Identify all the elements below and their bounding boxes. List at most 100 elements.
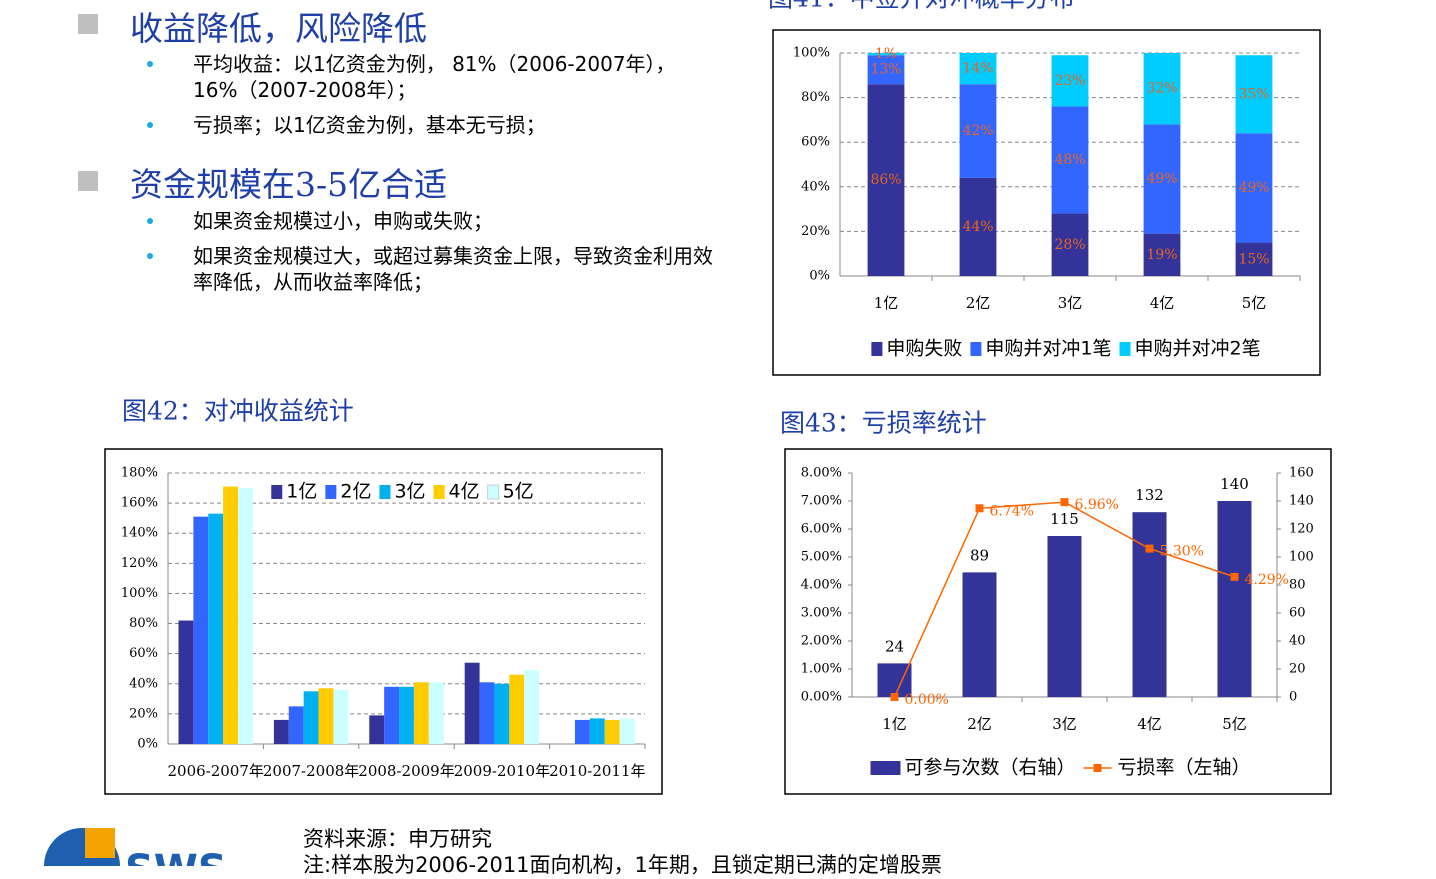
x-tick-label: 5亿: [1242, 294, 1267, 312]
bar: [604, 719, 620, 744]
bar-segment: [1143, 124, 1181, 234]
y2-tick-label: 80: [1289, 578, 1306, 593]
y-tick-label: 6.00%: [801, 522, 842, 537]
y-tick-label: 100%: [121, 586, 158, 601]
data-label: 86%: [870, 172, 901, 188]
y-tick-label: 40%: [129, 676, 158, 691]
x-tick-label: 2007-2008年: [263, 762, 359, 780]
y-tick-label: 80%: [129, 616, 158, 631]
y-tick-label: 5.00%: [801, 550, 842, 565]
bar: [193, 516, 209, 744]
legend-swatch: [870, 761, 901, 775]
y-tick-label: 80%: [801, 90, 830, 105]
bar: [524, 670, 540, 744]
legend: 可参与次数（右轴） 亏损率（左轴）: [870, 757, 1251, 779]
heading: 收益降低，风险降低: [130, 9, 427, 48]
bar-segment: [959, 177, 997, 276]
data-label: 0.00%: [905, 692, 949, 708]
bar: [479, 682, 495, 744]
x-tick-label: 4亿: [1137, 715, 1162, 733]
bar-segment: [1051, 55, 1089, 107]
y-tick-label: 3.00%: [801, 606, 842, 621]
bar: [589, 718, 605, 744]
bar-segment: [959, 84, 997, 178]
bullet-dot: [147, 122, 153, 128]
bullet-dot: [147, 61, 153, 67]
x-tick-label: 1亿: [882, 715, 907, 733]
heading-marker: [78, 14, 98, 34]
x-tick-label: 2009-2010年: [454, 762, 550, 780]
chart-title: 图42：对冲收益统计: [122, 397, 354, 426]
x-tick-label: 2008-2009年: [358, 762, 454, 780]
data-label: 13%: [870, 62, 901, 78]
x-tick-label: 2010-2011年: [549, 762, 645, 780]
data-label: 44%: [962, 219, 993, 235]
bar-segment: [1235, 55, 1273, 134]
data-label: 14%: [962, 61, 993, 77]
legend-swatch: [1093, 764, 1102, 772]
y2-tick-label: 120: [1289, 522, 1314, 537]
bullet-text: 亏损率；以1亿资金为例，基本无亏损；: [193, 113, 546, 137]
bar: [494, 683, 510, 744]
logo-text: SWS: [125, 847, 227, 866]
source: 资料来源：申万研究: [303, 827, 492, 851]
legend-swatch: [271, 485, 283, 499]
bar-segment: [959, 53, 997, 85]
y-tick-label: 8.00%: [801, 466, 842, 481]
data-label: 4.29%: [1245, 572, 1289, 588]
y-tick-label: 60%: [129, 646, 158, 661]
y-tick-label: 0%: [809, 269, 830, 284]
heading-marker: [78, 171, 98, 191]
legend-swatch: [433, 485, 445, 499]
bar: [574, 719, 590, 744]
y2-tick-label: 60: [1289, 606, 1306, 621]
legend: 申购失败 申购并对冲1笔 申购并对冲2笔: [871, 338, 1261, 360]
bar: [318, 688, 334, 744]
data-label: 28%: [1054, 237, 1085, 253]
y2-tick-label: 140: [1289, 494, 1314, 509]
y-tick-label: 0%: [137, 737, 158, 752]
bar-segment: [1235, 242, 1273, 276]
y2-tick-label: 40: [1289, 634, 1306, 649]
bullet-text: 如果资金规模过大，或超过募集资金上限，导致资金利用效率降低，从而收益率降低；: [193, 244, 713, 294]
legend-swatch: [970, 342, 982, 356]
bar-segment: [1143, 233, 1181, 276]
bar: [619, 718, 635, 744]
bar: [369, 715, 385, 744]
x-tick-label: 2亿: [967, 715, 992, 733]
logo-shape: [85, 828, 115, 858]
bar: [208, 513, 224, 744]
bar: [509, 674, 525, 744]
legend-label: 申购并对冲1笔: [985, 338, 1111, 360]
y-tick-label: 4.00%: [801, 578, 842, 593]
data-label: 6.74%: [990, 503, 1034, 519]
legend-swatch: [871, 342, 883, 356]
y-tick-label: 20%: [801, 224, 830, 239]
bar: [333, 689, 349, 744]
legend-label: 3亿: [394, 481, 425, 503]
y-tick-label: 0.00%: [801, 690, 842, 705]
legend-label: 1亿: [286, 481, 317, 503]
bar: [273, 719, 289, 744]
heading: 资金规模在3-5亿合适: [130, 165, 448, 204]
data-label: 19%: [1146, 247, 1177, 263]
x-tick-label: 2006-2007年: [167, 762, 263, 780]
bullet-text: 平均收益：以1亿资金为例， 81%（2006-2007年），16%（2007-2…: [193, 52, 676, 102]
data-label: 32%: [1146, 81, 1177, 97]
legend-label: 可参与次数（右轴）: [904, 757, 1075, 779]
data-label: 89: [970, 546, 989, 564]
data-label: 1%: [875, 46, 897, 62]
y-tick-label: 180%: [121, 466, 158, 481]
y-tick-label: 100%: [793, 46, 830, 61]
data-label: 24: [885, 637, 904, 655]
y-tick-label: 1.00%: [801, 662, 842, 677]
legend-label: 申购失败: [886, 338, 962, 360]
data-label: 5.30%: [1160, 544, 1204, 560]
legend-swatch: [379, 485, 391, 499]
y-tick-label: 40%: [801, 179, 830, 194]
bar-segment: [867, 53, 905, 56]
bar-segment: [867, 55, 905, 85]
bar: [1217, 501, 1252, 697]
bar: [178, 620, 194, 744]
